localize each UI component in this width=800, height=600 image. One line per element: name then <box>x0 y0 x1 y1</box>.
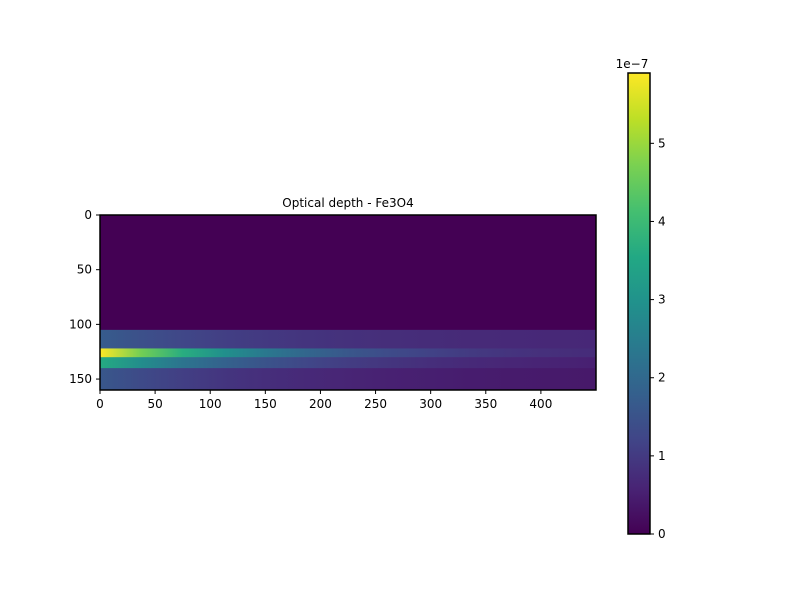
colorbar-tick-label: 3 <box>658 293 666 307</box>
colorbar-tick-label: 2 <box>658 371 666 385</box>
y-tick-label: 150 <box>69 372 92 386</box>
colorbar-axis: 0 1 2 3 4 5 <box>650 136 666 541</box>
heatmap-image <box>100 215 596 391</box>
colorbar-tick-label: 0 <box>658 527 666 541</box>
x-axis: 0 50 100 150 200 250 300 350 400 <box>96 390 552 411</box>
heatmap-band <box>100 215 596 331</box>
y-tick-label: 100 <box>69 317 92 331</box>
chart-title: Optical depth - Fe3O4 <box>282 196 413 210</box>
x-tick-label: 350 <box>474 397 497 411</box>
heatmap-band <box>100 368 596 391</box>
colorbar <box>628 73 650 534</box>
colorbar-frame <box>627 72 651 535</box>
y-tick-label: 50 <box>77 263 92 277</box>
heatmap-band <box>100 329 596 349</box>
x-tick-label: 200 <box>309 397 332 411</box>
colorbar-tick-label: 5 <box>658 136 666 150</box>
heatmap-band <box>100 348 596 358</box>
x-tick-label: 150 <box>254 397 277 411</box>
x-tick-label: 0 <box>96 397 104 411</box>
colorbar-tick-label: 1 <box>658 449 666 463</box>
plot-frame <box>99 214 597 391</box>
x-tick-label: 250 <box>364 397 387 411</box>
y-tick-label: 0 <box>84 208 92 222</box>
x-tick-label: 100 <box>199 397 222 411</box>
heatmap-band <box>100 357 596 369</box>
colorbar-tick-label: 4 <box>658 214 666 228</box>
y-axis: 0 50 100 150 <box>69 208 100 386</box>
x-tick-label: 300 <box>419 397 442 411</box>
x-tick-label: 400 <box>529 397 552 411</box>
x-tick-label: 50 <box>147 397 162 411</box>
colorbar-scale-label: 1e−7 <box>616 57 649 71</box>
